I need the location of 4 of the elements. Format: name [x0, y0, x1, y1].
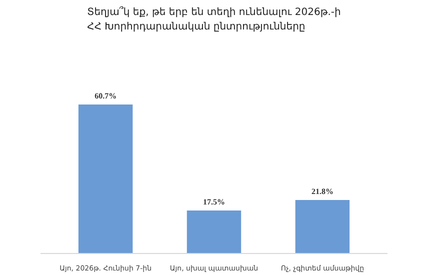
data-label: 21.8%: [311, 187, 334, 196]
chart-title: Տեղյա՞կ եք, թե երբ են տեղի ունենալու 2026թ.-ի ՀՀ Խորհրդարանական ընտրությունները: [87, 6, 341, 32]
data-label: 60.7%: [94, 92, 117, 101]
data-label: 17.5%: [203, 198, 225, 207]
